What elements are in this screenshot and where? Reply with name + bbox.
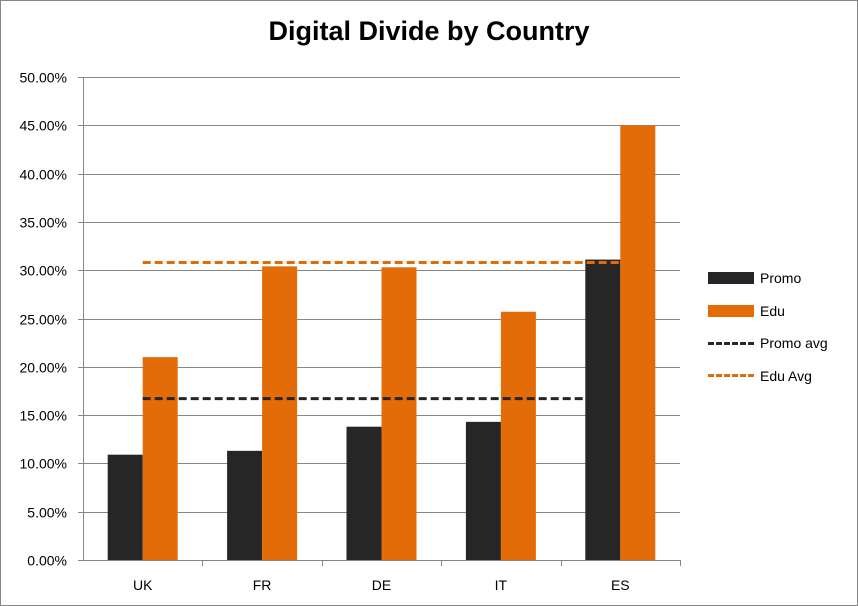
bar-edu [500, 311, 536, 560]
y-tick-label: 15.00% [20, 408, 67, 424]
legend-label-promo: Promo [760, 270, 802, 286]
legend-label-edu: Edu [760, 302, 785, 319]
x-tick-label: ES [611, 577, 630, 593]
bar-edu [262, 266, 298, 560]
legend-item-promo-avg: Promo avg [708, 335, 828, 351]
y-tick-label: 45.00% [20, 118, 67, 134]
bar-edu [381, 267, 417, 560]
bar-promo [107, 454, 143, 560]
bar-promo [465, 421, 501, 560]
x-tick-label: UK [133, 577, 153, 593]
y-tick-label: 25.00% [20, 312, 67, 328]
y-tick-label: 0.00% [27, 553, 67, 569]
y-tick-label: 20.00% [20, 360, 67, 376]
legend-swatch-promo-avg [708, 341, 754, 345]
y-tick-label: 5.00% [27, 505, 67, 521]
y-tick-label: 30.00% [20, 263, 67, 279]
legend-item-edu: Edu [708, 303, 828, 319]
x-tick-label: DE [372, 577, 391, 593]
bar-promo [346, 426, 382, 560]
bar-edu [142, 357, 178, 560]
bar-edu [620, 125, 656, 561]
legend-swatch-promo [708, 272, 754, 284]
bar-promo [585, 259, 621, 560]
y-tick-label: 40.00% [20, 167, 67, 183]
bar-promo [227, 450, 263, 560]
legend-swatch-edu-avg [708, 374, 754, 377]
legend-label-edu-avg: Edu Avg [760, 367, 812, 384]
legend: Promo Edu Promo avg Edu Avg [708, 270, 828, 400]
y-tick-label: 10.00% [20, 456, 67, 472]
legend-item-edu-avg: Edu Avg [708, 368, 828, 384]
legend-item-promo: Promo [708, 270, 828, 286]
y-tick-label: 35.00% [20, 215, 67, 231]
y-tick-label: 50.00% [20, 70, 67, 86]
legend-label-promo-avg: Promo avg [760, 335, 828, 351]
x-tick-label: FR [253, 577, 272, 593]
chart-title: Digital Divide by Country [268, 16, 590, 46]
legend-swatch-edu [708, 304, 754, 317]
x-tick-label: IT [495, 577, 508, 593]
